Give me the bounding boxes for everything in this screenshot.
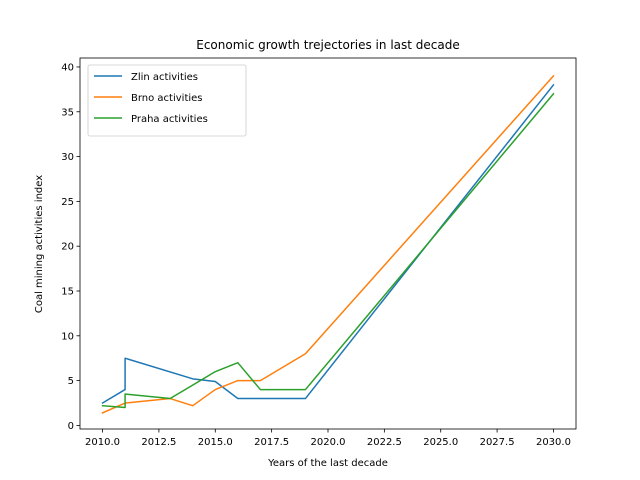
x-tick-label: 2020.0 bbox=[311, 437, 346, 448]
plot-area: 2010.0 2012.5 2015.0 2017.5 2020.0 2022.5 2025… bbox=[61, 57, 577, 448]
x-tick-label: 2030.0 bbox=[536, 437, 571, 448]
y-tick-label: 5 bbox=[68, 376, 74, 387]
x-tick-label: 2010.0 bbox=[85, 437, 120, 448]
y-tick-label: 15 bbox=[61, 286, 74, 297]
y-tick-label: 30 bbox=[61, 152, 74, 163]
series-line-3 bbox=[101, 92, 555, 409]
y-axis-label: Coal mining activities index bbox=[34, 175, 45, 313]
legend-label-1: Zlin activities bbox=[131, 72, 198, 83]
y-tick-label: 10 bbox=[61, 331, 74, 342]
x-axis-label: Years of the last decade bbox=[267, 458, 388, 469]
series-line-1 bbox=[101, 83, 555, 405]
x-tick-label: 2022.5 bbox=[367, 437, 402, 448]
y-tick-label: 35 bbox=[61, 107, 74, 118]
y-tick-label: 0 bbox=[68, 421, 74, 432]
series-line-2 bbox=[101, 74, 555, 414]
y-tick-label: 20 bbox=[61, 242, 74, 253]
x-tick-label: 2015.0 bbox=[198, 437, 233, 448]
legend-label-3: Praha activities bbox=[131, 114, 208, 125]
legend-box bbox=[87, 64, 247, 137]
x-tick-label: 2017.5 bbox=[254, 437, 289, 448]
legend: Zlin activities Brno activities Praha acti… bbox=[87, 64, 247, 137]
x-tick-label: 2025.0 bbox=[423, 437, 458, 448]
y-tick-label: 40 bbox=[61, 62, 74, 73]
x-tick-label: 2027.5 bbox=[480, 437, 515, 448]
y-tick-label: 25 bbox=[61, 197, 74, 208]
chart-title: Economic growth trejectories in last dec… bbox=[196, 38, 459, 52]
x-tick-label: 2012.5 bbox=[141, 437, 176, 448]
legend-label-2: Brno activities bbox=[131, 93, 203, 104]
